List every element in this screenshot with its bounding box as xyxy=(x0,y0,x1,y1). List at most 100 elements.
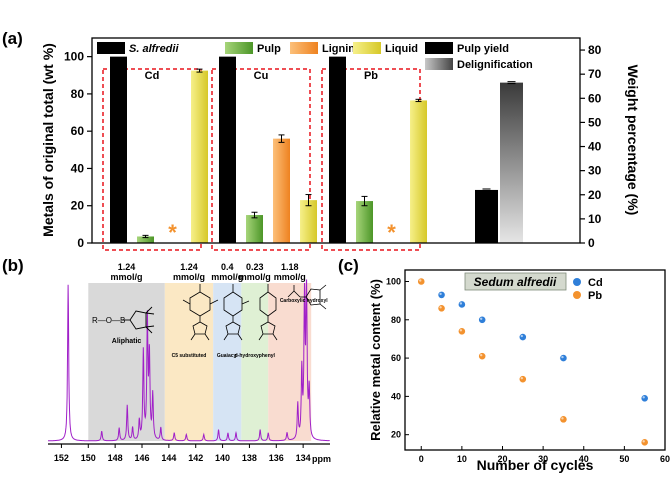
bar-Pb-Pulp xyxy=(356,201,373,243)
nmr-spectrum-line xyxy=(48,279,330,442)
point-highlight xyxy=(561,355,564,359)
plot-frame-c xyxy=(404,269,666,451)
x-tick-label: 50 xyxy=(619,454,629,464)
point-Cd xyxy=(478,315,487,324)
x-axis-label-c: Number of cycles xyxy=(477,457,594,473)
point-Cd xyxy=(559,354,568,362)
x-tick-label: 134 xyxy=(296,453,311,463)
bar-Cu-S. alfredii xyxy=(219,56,236,243)
region-3 xyxy=(241,283,269,441)
x-tick-label: 40 xyxy=(579,454,589,464)
legend-swatch xyxy=(425,58,453,70)
right-tick-label: 60 xyxy=(588,91,602,105)
bar-Pb-Liquid xyxy=(410,100,427,243)
group-label: Cd xyxy=(145,70,160,82)
left-tick-label: 20 xyxy=(71,199,85,213)
x-tick-label: 138 xyxy=(242,453,257,463)
region-name: p-hydroxyphenyl xyxy=(235,353,276,359)
bar-Cu-Pulp xyxy=(246,215,263,243)
aliphatic-formula: R—O—B xyxy=(92,316,125,325)
left-axis-ticks: 0 20 40 60 80 100 xyxy=(64,50,92,250)
legend-swatch xyxy=(353,42,381,54)
legend-label: Cd xyxy=(588,277,603,289)
point-highlight xyxy=(419,279,422,282)
region-value: 0.23 xyxy=(246,262,264,272)
legend-swatch xyxy=(225,42,253,54)
region-name: Guaiacyl xyxy=(217,353,238,359)
panel-label-c: (c) xyxy=(338,256,359,275)
x-tick-label: 0 xyxy=(419,454,424,464)
point-highlight xyxy=(459,302,463,305)
point-Pb xyxy=(640,438,649,447)
legend-label: Liquid xyxy=(385,43,418,55)
legend-label: Lignin xyxy=(322,43,355,55)
chart-legend: S. alfredii Pulp Lignin Liquid Pulp yield Del… xyxy=(97,42,533,71)
carboxylic-structure xyxy=(287,284,327,310)
point-highlight xyxy=(642,440,645,443)
point-highlight xyxy=(520,334,524,338)
panel-b: 152 150 148 146 144 142 140 138 136 134 ppm 1.24m… xyxy=(48,262,331,464)
right-tick-label: 40 xyxy=(588,140,602,154)
y-tick-label: 60 xyxy=(391,353,401,363)
legend-label: S. alfredii xyxy=(129,43,179,55)
bar-Cu-Liquid xyxy=(300,200,317,243)
point-Cd xyxy=(518,333,527,341)
group-box-Pb xyxy=(321,68,421,251)
group-label: Cu xyxy=(254,70,269,82)
right-tick-label: 50 xyxy=(588,115,602,129)
bar-Cu-Lignin xyxy=(273,138,290,243)
c5-substituted-structure xyxy=(182,284,219,341)
legend-marker xyxy=(573,278,581,286)
right-tick-label: 30 xyxy=(588,164,602,178)
right-tick-label: 70 xyxy=(588,67,602,81)
point-Pb xyxy=(417,277,426,286)
point-Cd xyxy=(437,290,446,299)
legend-swatch xyxy=(290,42,318,54)
point-highlight xyxy=(439,306,442,309)
left-tick-label: 40 xyxy=(71,161,85,175)
legend-label: Pulp yield xyxy=(457,43,509,55)
left-tick-label: 0 xyxy=(77,236,84,250)
point-highlight xyxy=(642,396,645,399)
bar-Pb-S. alfredii xyxy=(329,56,346,243)
x-tick-label: 144 xyxy=(161,453,176,463)
legend-label: Pb xyxy=(588,290,602,302)
region-unit: mmol/g xyxy=(173,272,205,282)
right-tick-label: 20 xyxy=(588,188,602,202)
region-2 xyxy=(213,283,242,441)
point-Cd xyxy=(640,394,649,403)
scatter-points xyxy=(417,277,649,447)
bar-marks: Cd * Cu Pb * xyxy=(102,56,523,251)
x-tick-label: 152 xyxy=(54,453,69,463)
x-tick-label: 20 xyxy=(497,454,507,464)
legend-swatch xyxy=(425,42,453,54)
plot-frame-a xyxy=(91,37,581,244)
point-highlight xyxy=(561,417,564,420)
x-tick-label: 140 xyxy=(215,453,230,463)
point-Pb xyxy=(437,304,446,313)
region-name: C5 substituted xyxy=(172,353,207,359)
region-1 xyxy=(164,283,214,441)
right-tick-label: 0 xyxy=(588,236,595,250)
group-label: Pb xyxy=(364,70,378,82)
region-unit: mmol/g xyxy=(239,272,271,282)
x-tick-label: 142 xyxy=(188,453,203,463)
point-highlight xyxy=(459,329,463,332)
not-detected-star: * xyxy=(168,220,177,245)
chart-title-c: Sedum alfredii xyxy=(474,275,557,289)
y-axis-label-left: Metals of original total (wt %) xyxy=(40,43,56,237)
x-tick-label: 30 xyxy=(538,454,548,464)
group-box-Cu xyxy=(211,68,311,251)
legend-label: Delignification xyxy=(457,59,533,71)
legend-label: Pulp xyxy=(257,43,281,55)
x-tick-label: 146 xyxy=(134,453,149,463)
x-tick-label: 60 xyxy=(660,454,670,464)
y-tick-label: 20 xyxy=(391,430,401,440)
region-unit: mmol/g xyxy=(111,272,143,282)
x-tick-label: 10 xyxy=(457,454,467,464)
group-box-Cd xyxy=(102,68,202,251)
point-Pb xyxy=(478,352,487,361)
left-tick-label: 80 xyxy=(71,87,85,101)
